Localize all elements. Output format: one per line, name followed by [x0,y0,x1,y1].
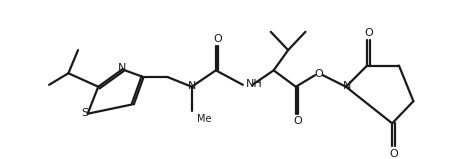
Text: N: N [118,63,127,73]
Text: NH: NH [246,79,262,89]
Text: N: N [188,81,196,91]
Text: O: O [293,116,302,126]
Text: O: O [390,149,398,159]
Text: O: O [315,69,323,79]
Text: O: O [213,34,222,44]
Text: Me: Me [197,114,211,124]
Text: O: O [365,28,374,38]
Text: S: S [81,108,89,118]
Text: N: N [343,81,351,91]
